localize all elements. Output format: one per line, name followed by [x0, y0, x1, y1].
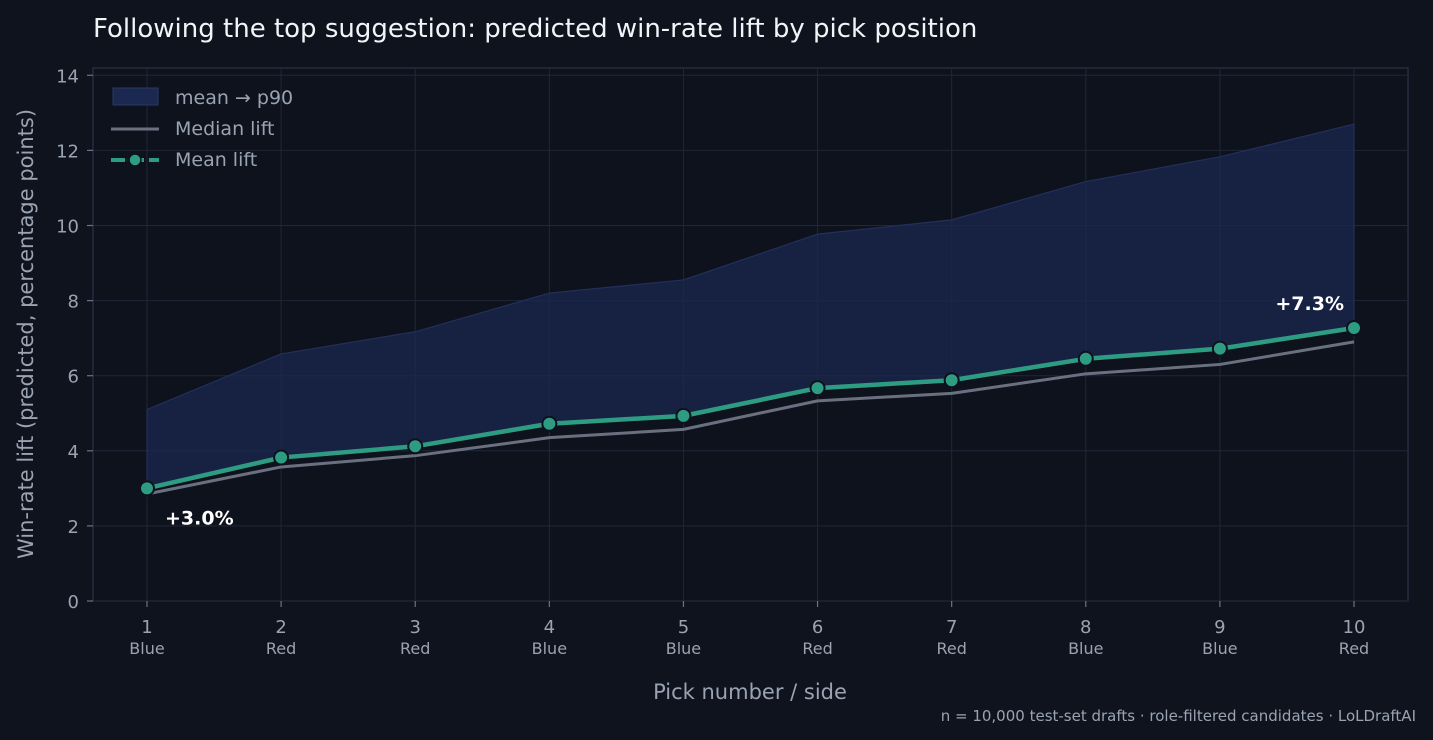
y-tick-label: 10 [56, 217, 79, 238]
x-tick-sublabel: Blue [129, 639, 164, 658]
x-tick-label: 5 [678, 617, 689, 638]
x-tick-label: 4 [544, 617, 555, 638]
y-tick-label: 2 [68, 517, 79, 538]
legend: mean → p90 Median lift Mean lift [111, 87, 293, 171]
legend-label-band: mean → p90 [175, 87, 293, 109]
annotations: +3.0% +7.3% [165, 293, 1344, 529]
mean-lift-point [675, 407, 692, 424]
x-tick-sublabel: Red [1339, 639, 1369, 658]
annotation-last: +7.3% [1275, 293, 1344, 315]
mean-lift-line [146, 325, 1355, 491]
chart-title: Following the top suggestion: predicted … [93, 14, 977, 44]
y-tick-label: 14 [56, 66, 79, 87]
x-tick-label: 6 [812, 617, 823, 638]
mean-lift-point [541, 415, 558, 432]
x-tick-sublabel: Blue [1202, 639, 1237, 658]
y-tick-labels: 0 2 4 6 8 10 12 14 [56, 66, 93, 613]
x-tick-sublabel: Blue [666, 639, 701, 658]
x-tick-sublabel: Red [802, 639, 832, 658]
x-tick-sublabel: Blue [1068, 639, 1103, 658]
legend-label-mean: Mean lift [175, 149, 257, 171]
x-tick-label: 1 [141, 617, 152, 638]
mean-lift-point [407, 438, 424, 455]
x-tick-label: 2 [275, 617, 286, 638]
x-tick-label: 8 [1080, 617, 1091, 638]
x-tick-label: 3 [409, 617, 420, 638]
y-tick-label: 6 [68, 367, 79, 388]
mean-lift-point [809, 380, 826, 397]
x-axis-label: Pick number / side [653, 680, 847, 704]
x-tick-labels: 1Blue2Red3Red4Blue5Blue6Red7Red8Blue9Blu… [129, 601, 1369, 658]
y-tick-label: 0 [68, 592, 79, 613]
x-tick-sublabel: Red [400, 639, 430, 658]
mean-lift-point [273, 449, 290, 466]
x-tick-label: 7 [946, 617, 957, 638]
legend-swatch-band [112, 87, 159, 106]
x-tick-label: 10 [1343, 617, 1366, 638]
mean-lift-point [139, 480, 155, 497]
median-lift-line [146, 340, 1355, 496]
y-tick-label: 8 [68, 292, 79, 313]
annotation-first: +3.0% [165, 507, 234, 529]
x-tick-label: 9 [1214, 617, 1225, 638]
mean-lift-point [943, 372, 960, 389]
footnote: n = 10,000 test-set drafts · role-filter… [941, 707, 1416, 725]
x-tick-sublabel: Red [936, 639, 966, 658]
lines-layer [146, 325, 1355, 496]
markers-layer [139, 320, 1362, 497]
y-tick-label: 12 [56, 141, 79, 162]
y-tick-label: 4 [68, 442, 79, 463]
mean-lift-point [1077, 350, 1094, 367]
y-axis-label: Win-rate lift (predicted, percentage poi… [14, 109, 38, 559]
mean-lift-point [1346, 320, 1362, 337]
x-tick-sublabel: Red [266, 639, 296, 658]
legend-label-median: Median lift [175, 118, 275, 140]
mean-lift-point [1211, 340, 1228, 357]
x-tick-sublabel: Blue [532, 639, 567, 658]
legend-swatch-mean-marker [128, 153, 142, 167]
